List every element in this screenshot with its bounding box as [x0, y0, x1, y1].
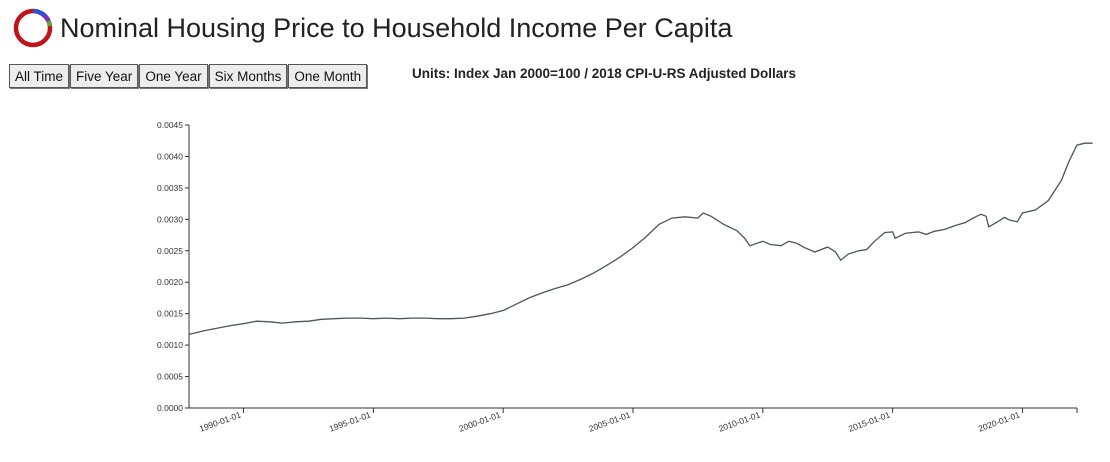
y-tick-label: 0.0045 — [157, 120, 183, 130]
page-header: Nominal Housing Price to Household Incom… — [12, 6, 732, 50]
six-months-button[interactable]: Six Months — [208, 64, 288, 88]
range-button-group: All Time Five Year One Year Six Months O… — [9, 64, 368, 88]
y-tick-label: 0.0000 — [157, 403, 183, 413]
y-tick-label: 0.0020 — [157, 277, 183, 287]
x-tick-label: 2010-01-01 — [717, 409, 762, 433]
one-year-button[interactable]: One Year — [139, 64, 208, 88]
y-tick-label: 0.0005 — [157, 372, 183, 382]
x-tick-label: 2000-01-01 — [458, 409, 503, 433]
y-tick-label: 0.0010 — [157, 340, 183, 350]
x-tick-label: 2005-01-01 — [587, 409, 632, 433]
y-tick-label: 0.0025 — [157, 246, 183, 256]
ring-logo-icon — [13, 8, 53, 48]
series-line — [188, 142, 1093, 336]
page-title: Nominal Housing Price to Household Incom… — [60, 12, 733, 43]
y-tick-label: 0.0015 — [157, 309, 183, 319]
x-tick-label: 2020-01-01 — [977, 409, 1022, 433]
x-tick-label: 2015-01-01 — [847, 409, 892, 433]
five-year-button[interactable]: Five Year — [70, 64, 139, 88]
x-tick-label: 1990-01-01 — [198, 409, 243, 433]
y-tick-label: 0.0035 — [157, 183, 183, 193]
y-tick-label: 0.0030 — [157, 214, 183, 224]
one-month-button[interactable]: One Month — [288, 64, 368, 88]
y-tick-label: 0.0040 — [157, 151, 183, 161]
units-label: Units: Index Jan 2000=100 / 2018 CPI-U-R… — [412, 66, 797, 81]
x-tick-label: 1995-01-01 — [328, 409, 373, 433]
all-time-button[interactable]: All Time — [9, 64, 70, 88]
